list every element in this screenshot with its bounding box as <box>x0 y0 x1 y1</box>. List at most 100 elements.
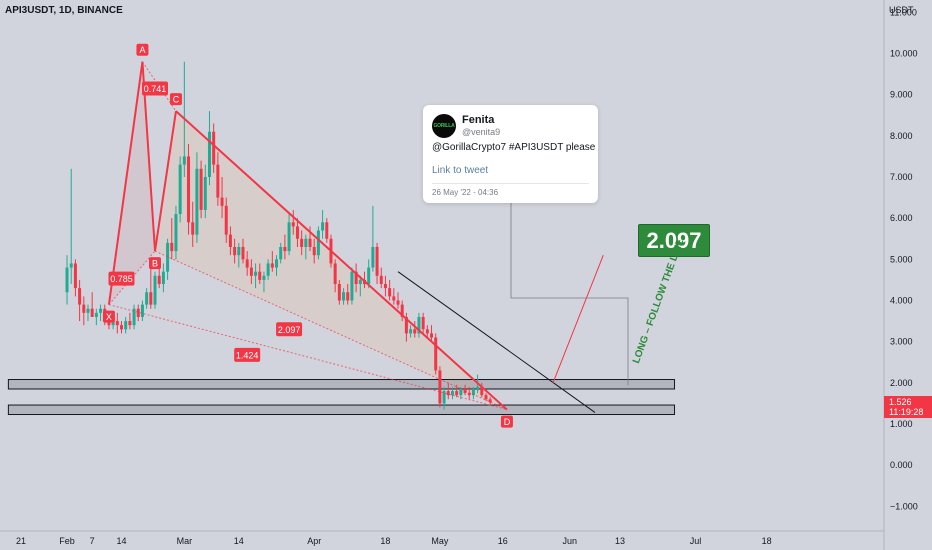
pattern-ratio-line <box>154 250 508 411</box>
candle-body <box>480 386 484 396</box>
descending-trendline <box>397 271 596 413</box>
current-price-value: 1.526 <box>889 397 912 407</box>
candle-body <box>132 308 136 326</box>
x-tick-label: 7 <box>90 536 95 546</box>
candle-body <box>216 164 220 198</box>
candle-body <box>149 292 153 305</box>
candle-body <box>262 275 266 280</box>
y-tick-label: 4.000 <box>890 295 913 305</box>
bar-countdown: 11:19:28 <box>889 407 924 417</box>
tweet-link[interactable]: Link to tweet <box>432 165 489 176</box>
candle-body <box>413 329 417 334</box>
candle-body <box>195 168 199 235</box>
support-zone <box>7 379 676 390</box>
candle-body <box>388 288 392 297</box>
candle-body <box>199 168 203 210</box>
pattern-fill-xab <box>108 61 156 305</box>
y-tick-label: 0.000 <box>890 460 913 470</box>
candle-body <box>145 292 149 305</box>
pattern-point-bg <box>102 310 115 323</box>
pattern-point-label: B <box>152 259 158 269</box>
candle-body <box>383 284 387 289</box>
ratio-label: 0.741 <box>144 84 167 94</box>
x-tick-label: May <box>431 536 449 546</box>
pattern-leg <box>175 110 508 411</box>
x-tick-label: 18 <box>380 536 390 546</box>
tweet-avatar: GORILLA <box>432 114 456 138</box>
candle-body <box>409 329 413 334</box>
candle-body <box>270 263 274 268</box>
candle-body <box>279 246 283 260</box>
candle-body <box>404 316 408 334</box>
candle-body <box>312 246 316 256</box>
price-axis-unit: USDT <box>889 5 914 15</box>
candle-body <box>228 234 232 247</box>
candle-body <box>99 308 103 313</box>
candle-body <box>90 308 94 317</box>
candle-body <box>86 308 90 313</box>
candle-body <box>111 321 115 326</box>
candle-body <box>333 263 337 285</box>
candle-body <box>316 230 320 256</box>
y-tick-label: 2.000 <box>890 378 913 388</box>
candle-body <box>128 321 132 326</box>
current-price-badge: 1.526 11:19:28 <box>884 396 932 418</box>
candle-body <box>450 391 454 396</box>
candle-body <box>275 259 279 268</box>
candle-body <box>471 388 475 396</box>
candle-body <box>375 246 379 276</box>
candle-body <box>367 267 371 285</box>
x-tick-label: 21 <box>16 536 26 546</box>
candle-body <box>484 395 488 400</box>
candle-body <box>254 271 258 276</box>
y-tick-label: −1.000 <box>890 501 918 511</box>
candle-body <box>446 391 450 396</box>
y-tick-label: 1.000 <box>890 419 913 429</box>
candle-body <box>442 391 446 404</box>
x-tick-label: 14 <box>116 536 126 546</box>
candle-body <box>65 267 69 293</box>
target-price-box: 2.097 <box>638 224 710 257</box>
candle-body <box>94 312 98 317</box>
candle-body <box>203 177 207 210</box>
candle-body <box>337 284 341 301</box>
candle-body <box>425 329 429 334</box>
candle-body <box>119 325 123 330</box>
pattern-leg <box>107 61 144 305</box>
candle-body <box>178 164 182 215</box>
candle-body <box>396 300 400 305</box>
candle-body <box>342 292 346 301</box>
x-tick-label: Jul <box>690 536 702 546</box>
candle-body <box>350 271 354 301</box>
candle-body <box>174 214 178 252</box>
pattern-point-label: D <box>504 417 511 427</box>
candle-body <box>438 370 442 404</box>
candle-body <box>266 263 270 276</box>
x-tick-label: 16 <box>498 536 508 546</box>
pattern-point-bg <box>149 257 162 270</box>
candle-body <box>170 242 174 252</box>
support-zone <box>7 404 676 416</box>
tweet-author-name: Fenita <box>462 114 495 126</box>
tweet-divider <box>432 183 589 184</box>
y-tick-label: 9.000 <box>890 90 913 100</box>
y-tick-label: 5.000 <box>890 254 913 264</box>
candle-body <box>233 246 237 256</box>
y-tick-label: 3.000 <box>890 337 913 347</box>
target-projection-line <box>552 255 604 383</box>
candle-body <box>295 226 299 239</box>
candle-body <box>421 316 425 330</box>
candle-body <box>287 222 291 252</box>
candle-body <box>400 304 404 317</box>
ratio-label: 0.785 <box>110 274 133 284</box>
x-tick-label: Apr <box>307 536 321 546</box>
candle-body <box>325 222 329 239</box>
candle-body <box>417 316 421 334</box>
candle-body <box>308 238 312 247</box>
tweet-connector-line <box>510 203 629 385</box>
candle-body <box>73 263 77 289</box>
candle-body <box>245 259 249 268</box>
pattern-leg <box>154 110 177 252</box>
candle-body <box>358 279 362 285</box>
